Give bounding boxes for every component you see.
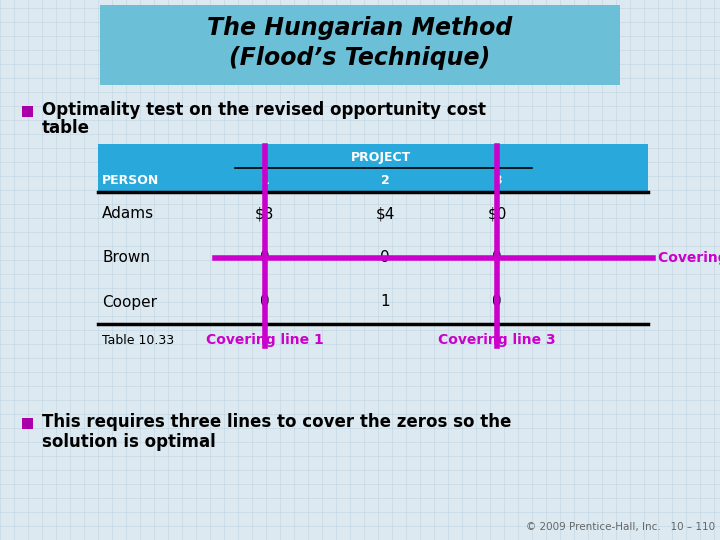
Bar <box>98 144 648 192</box>
Text: PERSON: PERSON <box>102 174 159 187</box>
Text: (Flood’s Technique): (Flood’s Technique) <box>230 46 490 70</box>
Text: © 2009 Prentice-Hall, Inc.   10 – 110: © 2009 Prentice-Hall, Inc. 10 – 110 <box>526 522 715 532</box>
Text: The Hungarian Method: The Hungarian Method <box>207 16 513 40</box>
Text: 0: 0 <box>260 294 270 309</box>
Bar <box>100 5 620 85</box>
Text: Covering line 3: Covering line 3 <box>438 333 556 347</box>
Text: solution is optimal: solution is optimal <box>42 433 216 451</box>
Text: 0: 0 <box>492 294 502 309</box>
Bar <box>22 106 33 117</box>
Text: Brown: Brown <box>102 251 150 266</box>
Text: $0: $0 <box>487 206 507 221</box>
Text: 1: 1 <box>380 294 390 309</box>
Text: Table 10.33: Table 10.33 <box>102 334 174 347</box>
Text: Adams: Adams <box>102 206 154 221</box>
Text: $4: $4 <box>375 206 395 221</box>
Text: This requires three lines to cover the zeros so the: This requires three lines to cover the z… <box>42 413 511 431</box>
Text: 2: 2 <box>381 174 390 187</box>
Text: 0: 0 <box>380 251 390 266</box>
Text: $3: $3 <box>256 206 275 221</box>
Text: 3: 3 <box>492 174 501 187</box>
Text: 0: 0 <box>260 251 270 266</box>
Text: Covering line 1: Covering line 1 <box>206 333 324 347</box>
Text: 1: 1 <box>261 174 269 187</box>
Text: table: table <box>42 119 90 137</box>
Bar <box>22 418 33 429</box>
Text: Optimality test on the revised opportunity cost: Optimality test on the revised opportuni… <box>42 101 486 119</box>
Text: Cooper: Cooper <box>102 294 157 309</box>
Text: 0: 0 <box>492 251 502 266</box>
Text: Covering line 2: Covering line 2 <box>658 251 720 265</box>
Text: PROJECT: PROJECT <box>351 152 411 165</box>
